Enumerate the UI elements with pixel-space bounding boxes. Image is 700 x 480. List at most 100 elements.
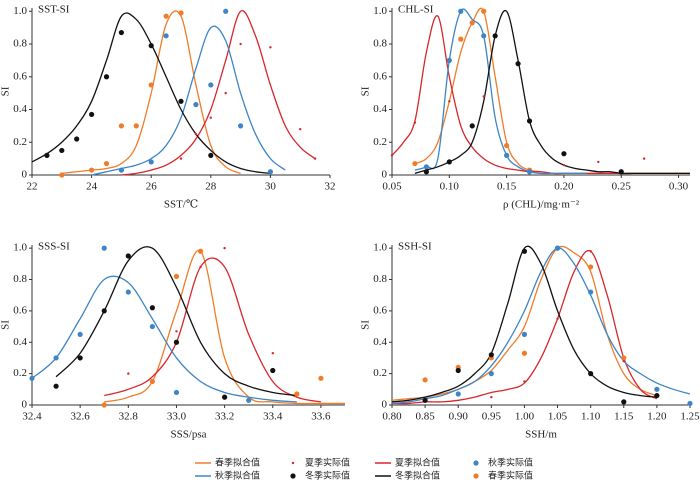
- legend-label: 秋季拟合值: [215, 470, 260, 480]
- data-point: [455, 391, 461, 397]
- x-tick-label: 32: [325, 181, 336, 193]
- data-point: [239, 42, 242, 46]
- data-point: [423, 164, 429, 170]
- panel-title: SSH-SI: [398, 241, 432, 253]
- data-point: [267, 169, 273, 175]
- data-point: [53, 355, 59, 361]
- data-point: [492, 33, 498, 39]
- x-tick-label: 0.05: [382, 181, 402, 193]
- data-point: [556, 317, 559, 320]
- data-point: [224, 91, 227, 95]
- legend-swatch: [473, 473, 479, 479]
- data-point: [148, 82, 154, 88]
- panel: 0 0.2 0.4 0.6 0.8 1.0 0.05 0.10 0.15 0.20 0.25 0.30…: [360, 4, 690, 211]
- data-point: [488, 371, 494, 377]
- fit-line: [391, 249, 658, 405]
- data-point: [654, 386, 660, 392]
- data-point: [53, 383, 59, 389]
- panel: 0 0.2 0.4 0.6 0.8 1.0 0.80 0.85 0.90 0.95 1.00 1.05…: [360, 241, 700, 441]
- data-point: [422, 377, 428, 383]
- fit-line: [391, 245, 658, 401]
- x-axis-label: SSS/psa: [170, 429, 206, 441]
- data-point: [562, 163, 566, 167]
- x-tick-label: 0.85: [415, 411, 435, 423]
- x-tick-label: 0.15: [497, 181, 517, 193]
- data-point: [179, 157, 183, 160]
- fit-line: [414, 9, 690, 175]
- data-point: [458, 8, 464, 14]
- legend-swatch: [290, 473, 296, 479]
- data-point: [148, 43, 154, 49]
- data-point: [523, 380, 526, 383]
- data-point: [163, 33, 169, 39]
- data-point: [173, 339, 180, 345]
- x-tick-label: 32.4: [22, 411, 42, 423]
- x-tick-label: 30: [265, 181, 277, 193]
- data-point: [199, 265, 202, 269]
- panel: 0 0.2 0.4 0.6 0.8 1.0 22 24 26 28 30 32 SST-SI SI SST/…: [0, 4, 336, 211]
- legend-swatch: [473, 460, 479, 466]
- y-tick-label: 0: [382, 399, 388, 411]
- y-axis-label: SI: [0, 86, 12, 96]
- panel-title: SSS-SI: [38, 241, 70, 253]
- y-tick-label: 0.4: [373, 336, 387, 348]
- x-tick-label: 33.6: [311, 411, 331, 423]
- data-point: [504, 142, 510, 149]
- y-tick-label: 1.0: [373, 5, 387, 17]
- y-tick-label: 1.0: [13, 5, 27, 17]
- data-point: [127, 372, 130, 375]
- data-point: [77, 331, 83, 338]
- data-point: [488, 352, 494, 358]
- legend-label: 冬季实际值: [305, 470, 350, 480]
- data-point: [77, 355, 83, 361]
- y-tick-label: 0: [22, 169, 28, 181]
- data-point: [133, 123, 139, 129]
- data-point: [490, 395, 493, 399]
- fit-line: [391, 245, 657, 403]
- x-tick-label: 32.8: [119, 411, 139, 423]
- data-point: [515, 61, 521, 67]
- y-axis-label: SI: [0, 320, 12, 330]
- y-tick-label: 0.8: [13, 273, 27, 285]
- data-point: [269, 46, 272, 49]
- data-point: [554, 245, 561, 251]
- x-tick-label: 33.0: [167, 411, 187, 423]
- data-point: [390, 154, 394, 157]
- x-tick-label: 0.80: [382, 411, 402, 423]
- data-point: [194, 132, 198, 136]
- legend-swatch: [291, 461, 295, 465]
- data-point: [687, 400, 693, 407]
- data-point: [208, 152, 214, 158]
- data-point: [622, 359, 625, 363]
- data-point: [469, 20, 475, 26]
- data-point: [246, 397, 252, 403]
- data-point: [446, 159, 452, 165]
- data-point: [125, 289, 131, 295]
- data-point: [482, 95, 485, 98]
- data-point: [59, 172, 65, 178]
- x-tick-label: 1.10: [581, 411, 601, 423]
- data-point: [294, 391, 300, 397]
- y-tick-label: 0.4: [13, 103, 27, 115]
- x-tick-label: 33.4: [263, 411, 283, 423]
- data-point: [458, 36, 464, 42]
- y-tick-label: 1.0: [13, 242, 27, 254]
- x-tick-label: 1.15: [614, 411, 634, 423]
- data-point: [504, 152, 510, 158]
- data-point: [89, 111, 95, 118]
- fit-line: [104, 257, 322, 403]
- x-tick-label: 22: [27, 181, 38, 193]
- x-tick-label: 0.30: [669, 181, 689, 193]
- y-tick-label: 0.8: [373, 38, 387, 50]
- y-tick-label: 0.6: [373, 304, 387, 316]
- data-point: [561, 151, 567, 157]
- data-point: [469, 123, 475, 129]
- data-point: [481, 33, 487, 39]
- legend-label: 秋季实际值: [488, 457, 533, 469]
- y-tick-label: 0.8: [13, 38, 27, 50]
- data-point: [422, 397, 428, 403]
- data-point: [178, 10, 184, 16]
- data-point: [521, 248, 528, 254]
